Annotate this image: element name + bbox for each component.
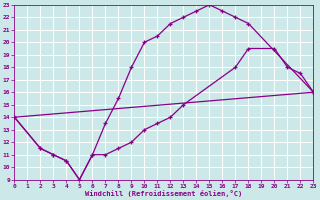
- X-axis label: Windchill (Refroidissement éolien,°C): Windchill (Refroidissement éolien,°C): [85, 190, 243, 197]
